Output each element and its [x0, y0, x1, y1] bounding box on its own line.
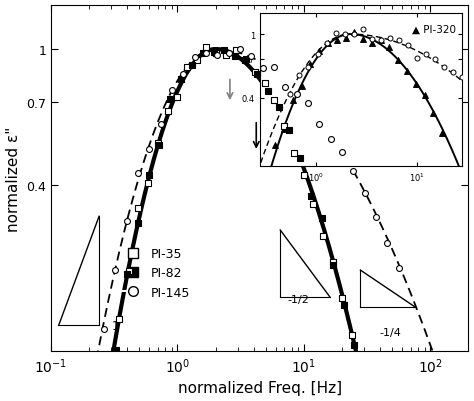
- Point: [146, 147, 153, 153]
- Point: [327, 137, 335, 143]
- Point: [145, 172, 152, 179]
- Point: [212, 51, 220, 57]
- Point: [183, 64, 191, 71]
- Point: [319, 233, 327, 240]
- Point: [290, 150, 298, 157]
- Point: [251, 70, 259, 76]
- Point: [180, 71, 187, 78]
- Point: [101, 389, 109, 395]
- Point: [395, 265, 402, 271]
- Point: [123, 218, 130, 225]
- Point: [275, 105, 283, 111]
- Point: [134, 170, 142, 176]
- Point: [106, 373, 113, 379]
- Point: [89, 383, 96, 389]
- Point: [231, 53, 239, 60]
- Point: [199, 51, 207, 57]
- Point: [304, 101, 312, 107]
- Point: [271, 97, 278, 104]
- Point: [203, 45, 210, 51]
- Point: [338, 295, 346, 302]
- Point: [282, 84, 289, 91]
- Point: [193, 57, 201, 64]
- Point: [351, 342, 358, 349]
- Point: [361, 190, 368, 197]
- Point: [214, 52, 221, 59]
- Point: [145, 180, 152, 187]
- Text: -1/4: -1/4: [379, 327, 401, 337]
- Point: [293, 91, 301, 98]
- Y-axis label: normalized ε": normalized ε": [6, 126, 20, 231]
- Point: [112, 346, 120, 353]
- Point: [297, 156, 304, 162]
- Point: [348, 332, 356, 339]
- Point: [100, 326, 108, 332]
- Point: [329, 259, 337, 266]
- Point: [168, 87, 176, 94]
- Point: [154, 141, 162, 147]
- Point: [232, 47, 239, 54]
- Point: [316, 122, 323, 128]
- Point: [259, 65, 266, 72]
- Point: [264, 89, 272, 95]
- Text: 1: 1: [111, 319, 119, 332]
- Point: [242, 58, 249, 65]
- Point: [372, 214, 380, 221]
- Point: [225, 51, 232, 57]
- Point: [111, 267, 119, 273]
- Point: [202, 51, 210, 57]
- Point: [134, 221, 141, 227]
- Point: [220, 48, 228, 54]
- Point: [358, 373, 365, 380]
- X-axis label: normalized Freq. [Hz]: normalized Freq. [Hz]: [178, 381, 342, 395]
- Legend: PI-35, PI-82, PI-145: PI-35, PI-82, PI-145: [116, 243, 195, 304]
- Point: [286, 128, 293, 134]
- Point: [157, 122, 164, 128]
- Point: [270, 65, 278, 71]
- Point: [340, 302, 347, 308]
- Point: [329, 262, 337, 269]
- Point: [135, 206, 142, 212]
- Point: [210, 50, 218, 57]
- Point: [173, 94, 181, 101]
- Point: [177, 77, 185, 83]
- Point: [155, 143, 163, 149]
- Point: [242, 57, 250, 63]
- Point: [300, 173, 308, 179]
- Point: [310, 201, 317, 207]
- Point: [281, 124, 288, 130]
- Point: [166, 97, 174, 103]
- Point: [164, 108, 172, 115]
- Point: [191, 55, 199, 61]
- Point: [247, 54, 255, 60]
- Point: [123, 271, 131, 278]
- Point: [188, 63, 196, 69]
- Point: [383, 241, 391, 247]
- Point: [253, 71, 261, 78]
- Point: [125, 268, 133, 274]
- Text: -1/2: -1/2: [287, 294, 309, 304]
- Point: [362, 387, 369, 394]
- Point: [261, 81, 269, 87]
- Point: [338, 149, 346, 156]
- Point: [307, 193, 315, 200]
- Point: [115, 316, 123, 323]
- Point: [350, 169, 357, 175]
- Point: [236, 47, 244, 53]
- Point: [222, 53, 230, 59]
- Point: [318, 215, 326, 222]
